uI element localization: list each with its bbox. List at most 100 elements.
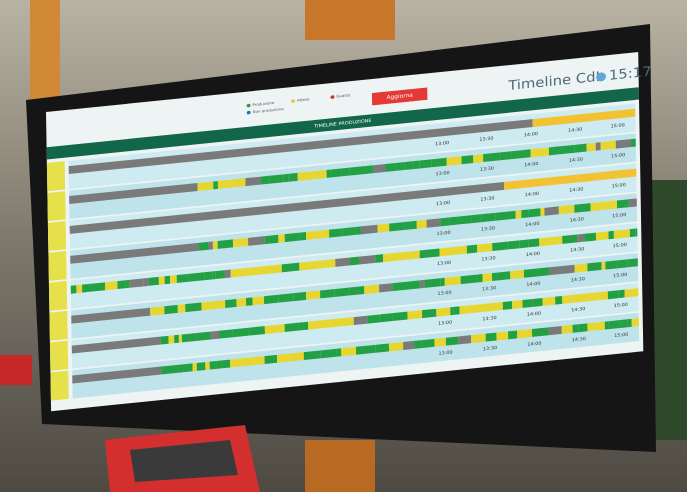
bar-segment xyxy=(608,230,614,240)
bar-segment xyxy=(185,302,202,313)
bar-segment xyxy=(252,296,265,306)
bar-segment xyxy=(562,234,578,244)
bar-segment xyxy=(601,261,606,270)
bar-segment xyxy=(471,214,482,224)
bar-segment xyxy=(627,318,632,328)
bar-segment xyxy=(117,280,126,289)
bar-segment xyxy=(403,250,420,261)
bar-segment xyxy=(260,175,270,185)
bar-segment xyxy=(164,275,171,285)
bar-segment xyxy=(503,181,508,190)
bar-segment xyxy=(532,297,543,307)
bar-segment xyxy=(496,331,509,341)
bar-segment xyxy=(574,203,591,213)
bar-segment xyxy=(212,240,218,250)
red-box xyxy=(0,355,32,385)
bar-segment xyxy=(481,212,496,223)
bar-segment xyxy=(406,280,420,290)
bar-segment xyxy=(603,111,612,120)
bar-segment xyxy=(603,200,618,210)
bar-segment xyxy=(604,321,609,330)
bar-segment xyxy=(164,304,178,315)
bar-segment xyxy=(620,199,625,209)
bar-segment xyxy=(289,262,300,272)
time-tick: 14:30 xyxy=(570,216,584,223)
bar-segment xyxy=(269,264,282,274)
bar-segment xyxy=(594,172,600,181)
bar-segment xyxy=(105,281,118,291)
time-tick: 14:00 xyxy=(526,251,540,258)
time-tick: 13:00 xyxy=(435,170,449,177)
bar-segment xyxy=(254,356,265,365)
screen: Timeline CdL 15:17 Aggiorna Produzione N… xyxy=(46,51,652,412)
time-tick: 14:30 xyxy=(568,127,582,134)
bar-segment xyxy=(197,181,214,191)
bar-idle xyxy=(71,336,161,354)
bar-segment xyxy=(544,147,550,156)
bar-segment xyxy=(499,151,512,161)
refresh-label[interactable]: Aggiorna xyxy=(386,93,413,101)
bar-segment xyxy=(364,284,380,294)
bar-segment xyxy=(278,234,285,243)
bar-segment xyxy=(530,147,545,158)
bar-segment xyxy=(425,248,440,258)
bar-segment xyxy=(160,335,169,345)
bar-segment xyxy=(512,299,523,309)
bar-segment xyxy=(224,269,231,279)
bar-segment xyxy=(212,271,216,280)
bar-segment xyxy=(590,172,595,182)
bar-segment xyxy=(458,215,472,225)
bar-segment xyxy=(624,288,633,298)
bar-segment xyxy=(421,338,435,349)
bar-segment xyxy=(320,289,335,299)
bar-segment xyxy=(375,343,390,353)
bar-segment xyxy=(169,275,177,284)
row-label xyxy=(49,310,68,341)
time-tick: 13:00 xyxy=(438,350,452,357)
bar-segment xyxy=(355,226,362,235)
bar-segment xyxy=(209,360,217,370)
bar-segment xyxy=(535,118,543,127)
bar-segment xyxy=(320,348,337,359)
bar-segment xyxy=(548,325,562,336)
pillar xyxy=(305,0,395,40)
bar-segment xyxy=(288,172,298,182)
bar-segment xyxy=(528,208,541,218)
bar-segment xyxy=(339,317,354,327)
bar-segment xyxy=(460,274,477,285)
refresh-button[interactable] xyxy=(371,87,428,106)
time-tick: 14:30 xyxy=(571,276,585,283)
bar-segment xyxy=(623,108,636,118)
time-tick: 13:30 xyxy=(480,196,494,203)
bar-segment xyxy=(261,326,265,335)
bar-segment xyxy=(563,175,572,184)
bar-segment xyxy=(578,323,588,333)
time-tick: 15:00 xyxy=(613,242,627,249)
bar-segment xyxy=(358,254,376,265)
bar-idle xyxy=(69,181,505,234)
bar-segment xyxy=(528,238,540,248)
bar-segment xyxy=(459,305,471,315)
bar-segment xyxy=(174,334,179,344)
time-tick: 13:30 xyxy=(483,345,497,352)
bar-segment xyxy=(303,350,321,361)
bar-segment xyxy=(334,287,350,298)
bar-segment xyxy=(143,277,149,287)
bar-segment xyxy=(221,359,231,369)
time-tick: 13:00 xyxy=(435,140,449,147)
bar-segment xyxy=(549,266,562,276)
bar-segment xyxy=(353,315,368,325)
bar-segment xyxy=(379,313,393,323)
bar-segment xyxy=(349,286,365,296)
bar-segment xyxy=(216,360,222,369)
bar-segment xyxy=(329,228,343,238)
bar-segment xyxy=(439,246,456,257)
bar-segment xyxy=(632,288,639,297)
legend-label: Non produzione xyxy=(253,107,285,114)
bar-segment xyxy=(532,118,536,128)
bar-segment xyxy=(561,324,573,334)
time-tick: 13:00 xyxy=(436,200,450,207)
bar-segment xyxy=(377,223,390,233)
bar-segment xyxy=(192,362,197,372)
